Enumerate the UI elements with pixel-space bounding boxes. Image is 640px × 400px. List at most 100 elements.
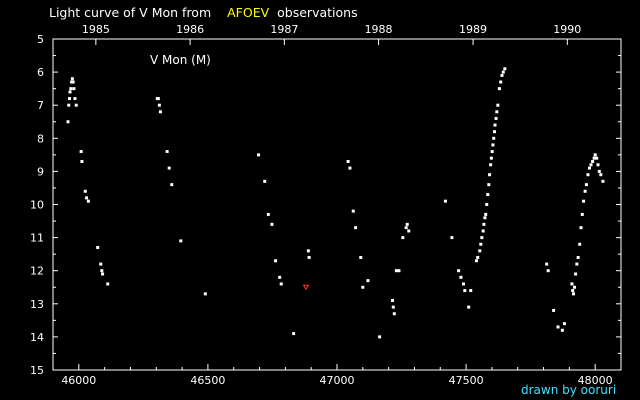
data-point: [351, 209, 355, 213]
data-point: [496, 103, 500, 107]
data-point: [83, 189, 87, 193]
y-tick-label: 11: [30, 232, 44, 245]
data-point: [494, 116, 498, 120]
data-point: [556, 325, 560, 329]
data-point: [392, 312, 396, 316]
data-point: [378, 335, 382, 339]
data-point: [480, 236, 484, 240]
data-point: [71, 80, 75, 84]
data-point: [279, 282, 283, 286]
data-point: [483, 216, 487, 220]
data-point: [479, 242, 483, 246]
y-tick-label: 14: [30, 331, 44, 344]
data-point: [503, 67, 507, 71]
data-point: [584, 183, 588, 187]
data-point: [80, 159, 84, 163]
year-tick-label: 1985: [82, 23, 110, 36]
data-point: [570, 282, 574, 286]
data-point: [203, 292, 207, 296]
data-point: [257, 153, 261, 157]
star-label: V Mon (M): [150, 53, 211, 67]
data-point: [156, 97, 160, 101]
y-tick-label: 7: [37, 99, 44, 112]
data-point: [292, 332, 296, 336]
data-point: [478, 249, 482, 253]
data-point: [485, 203, 489, 206]
data-point: [270, 222, 274, 226]
y-tick-label: 9: [37, 165, 44, 178]
data-point: [306, 249, 310, 253]
data-point: [354, 226, 358, 230]
data-point: [545, 262, 549, 266]
y-tick-label: 15: [30, 364, 44, 377]
data-point: [492, 130, 496, 134]
data-point: [491, 143, 495, 147]
title-prefix: Light curve of V Mon from: [49, 5, 211, 20]
data-point: [571, 292, 575, 296]
data-point: [593, 153, 597, 157]
data-point: [573, 285, 577, 289]
data-point: [167, 166, 171, 170]
data-point: [575, 262, 579, 266]
data-point: [489, 156, 493, 160]
data-point: [576, 255, 580, 259]
data-point: [589, 163, 593, 167]
title-suffix: observations: [277, 5, 357, 20]
data-point: [73, 97, 77, 101]
special-data-point: [302, 284, 310, 291]
data-point: [401, 236, 405, 240]
data-point: [459, 275, 463, 279]
data-point: [467, 305, 471, 309]
data-point: [346, 159, 350, 163]
data-point: [165, 150, 169, 154]
data-point: [482, 222, 486, 226]
chart-title: Light curve of V Mon from AFOEV observat…: [49, 5, 358, 20]
data-point: [170, 183, 174, 187]
data-point: [179, 239, 183, 243]
data-point: [361, 285, 365, 289]
data-point: [492, 136, 496, 140]
data-point: [582, 199, 586, 203]
data-point: [562, 322, 566, 326]
data-point: [560, 328, 564, 332]
data-point: [486, 193, 490, 197]
data-point: [72, 87, 76, 91]
data-point: [500, 73, 504, 77]
data-point: [96, 246, 100, 250]
data-point: [394, 269, 398, 273]
data-point: [266, 212, 270, 216]
data-point: [158, 110, 162, 114]
data-point: [391, 298, 395, 302]
data-point: [488, 173, 492, 177]
data-point: [359, 255, 363, 259]
data-point: [484, 212, 488, 216]
data-point: [546, 269, 550, 273]
y-tick-label: 13: [30, 298, 44, 311]
data-point: [586, 173, 590, 177]
data-point: [391, 305, 395, 309]
data-point: [501, 70, 505, 74]
data-point: [599, 173, 603, 177]
data-point: [476, 255, 480, 259]
y-tick-label: 6: [37, 66, 44, 79]
data-point: [463, 289, 467, 293]
data-point: [580, 212, 584, 216]
data-point: [99, 262, 103, 266]
year-tick-label: 1987: [270, 23, 298, 36]
data-point: [490, 150, 494, 154]
credit-label: drawn by ooruri: [521, 383, 616, 397]
data-point: [578, 242, 582, 246]
data-point: [307, 255, 311, 259]
x-tick-label: 46000: [61, 374, 96, 387]
data-point: [493, 123, 497, 127]
y-tick-label: 8: [37, 132, 44, 145]
data-point: [487, 183, 491, 187]
data-point: [68, 97, 72, 101]
data-point: [592, 156, 596, 160]
data-point: [552, 308, 556, 312]
data-point: [499, 80, 503, 84]
data-point: [497, 87, 501, 91]
data-point: [85, 196, 89, 200]
data-point: [495, 110, 499, 114]
